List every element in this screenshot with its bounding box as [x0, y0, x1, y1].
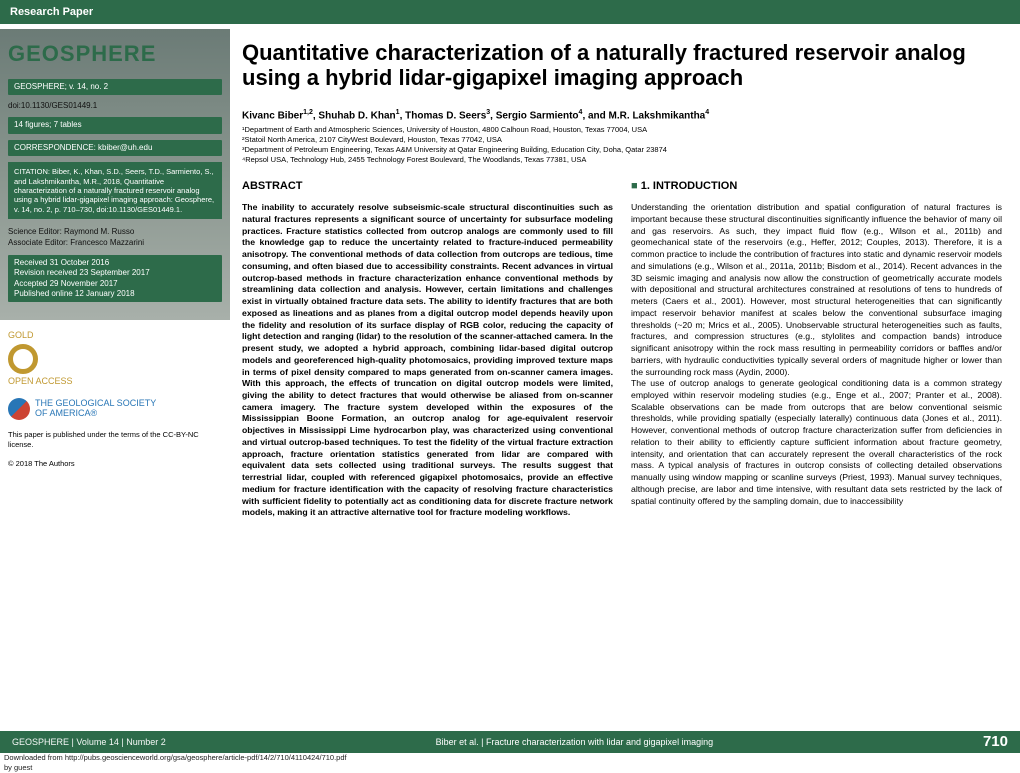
affiliation-1: ¹Department of Earth and Atmospheric Sci… — [242, 125, 1002, 135]
affiliation-2: ²Statoil North America, 2107 CityWest Bo… — [242, 135, 1002, 145]
gold-ring-icon — [8, 344, 38, 374]
footer-center: Biber et al. | Fracture characterization… — [436, 737, 713, 747]
figures-pill: 14 figures; 7 tables — [8, 117, 222, 133]
abstract-column: ABSTRACT The inability to accurately res… — [242, 179, 613, 519]
affiliation-3: ³Department of Petroleum Engineering, Te… — [242, 145, 1002, 155]
citation-block: CITATION: Biber, K., Khan, S.D., Seers, … — [8, 162, 222, 219]
gold-label: GOLD — [8, 330, 222, 342]
footer: GEOSPHERE | Volume 14 | Number 2 Biber e… — [0, 731, 1020, 773]
article-title: Quantitative characterization of a natur… — [242, 40, 1002, 91]
open-access-label: OPEN ACCESS — [8, 376, 222, 388]
page-number: 710 — [983, 733, 1008, 750]
doi-text: doi:10.1130/GES01449.1 — [8, 101, 222, 111]
download-line: Downloaded from http://pubs.geosciencewo… — [0, 753, 1020, 763]
intro-column: 1. INTRODUCTION Understanding the orient… — [631, 179, 1002, 519]
header-label: Research Paper — [10, 6, 93, 18]
correspondence-pill: CORRESPONDENCE: kbiber@uh.edu — [8, 140, 222, 156]
gold-badge: GOLD — [8, 330, 222, 374]
footer-bar: GEOSPHERE | Volume 14 | Number 2 Biber e… — [0, 731, 1020, 753]
gsa-logo: THE GEOLOGICAL SOCIETY OF AMERICA® — [8, 398, 222, 420]
footer-left: GEOSPHERE | Volume 14 | Number 2 — [12, 737, 166, 747]
editor-line-1: Science Editor: Raymond M. Russo — [8, 227, 222, 237]
main-row: GEOSPHERE GEOSPHERE; v. 14, no. 2 doi:10… — [0, 24, 1020, 736]
dates-pill: Received 31 October 2016 Revision receiv… — [8, 255, 222, 303]
content: Quantitative characterization of a natur… — [230, 24, 1020, 736]
copyright-text: © 2018 The Authors — [8, 459, 222, 469]
intro-p1: Understanding the orientation distributi… — [631, 202, 1002, 378]
abstract-body: The inability to accurately resolve subs… — [242, 202, 613, 519]
intro-p2: The use of outcrop analogs to generate g… — [631, 378, 1002, 507]
journal-title: GEOSPHERE — [8, 40, 222, 69]
header-bar: Research Paper — [0, 0, 1020, 24]
intro-head: 1. INTRODUCTION — [631, 179, 1002, 194]
two-columns: ABSTRACT The inability to accurately res… — [242, 179, 1002, 519]
volume-pill: GEOSPHERE; v. 14, no. 2 — [8, 79, 222, 95]
affiliations: ¹Department of Earth and Atmospheric Sci… — [242, 125, 1002, 166]
gsa-text: THE GEOLOGICAL SOCIETY OF AMERICA® — [35, 399, 156, 419]
affiliation-4: ⁴Repsol USA, Technology Hub, 2455 Techno… — [242, 155, 1002, 165]
abstract-head: ABSTRACT — [242, 179, 613, 194]
byguest-line: by guest — [0, 763, 1020, 773]
gsa-line2: OF AMERICA® — [35, 409, 156, 419]
license-text: This paper is published under the terms … — [8, 430, 222, 450]
sidebar-masthead: GEOSPHERE GEOSPHERE; v. 14, no. 2 doi:10… — [0, 29, 230, 320]
footer-journal: GEOSPHERE | Volume 14 | Number 2 — [12, 737, 166, 747]
editor-line-2: Associate Editor: Francesco Mazzarini — [8, 238, 222, 248]
authors: Kivanc Biber1,2, Shuhab D. Khan1, Thomas… — [242, 109, 1002, 121]
sidebar: GEOSPHERE GEOSPHERE; v. 14, no. 2 doi:10… — [0, 24, 230, 736]
gsa-mark-icon — [8, 398, 30, 420]
